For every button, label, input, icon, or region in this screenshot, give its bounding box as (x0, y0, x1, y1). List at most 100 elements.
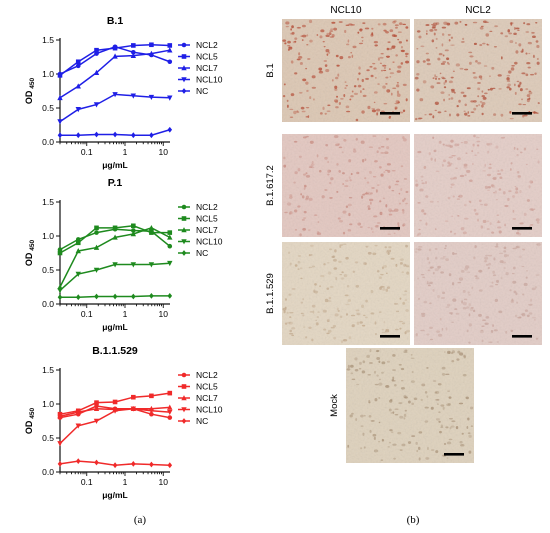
marker-diamond (149, 292, 154, 299)
scale-bar (512, 227, 532, 230)
y-axis-label-sub: 450 (29, 239, 36, 250)
y-tick-label: 0.0 (42, 137, 54, 147)
legend-label: NCL2 (196, 370, 218, 380)
y-tick-label: 1.0 (42, 69, 54, 79)
marker-triangle (112, 234, 118, 240)
marker-square (167, 390, 173, 396)
row-label: B.1.1.529 (265, 273, 276, 314)
marker-triangle-down (75, 423, 81, 429)
row-label: Mock (329, 394, 340, 417)
marker-square (181, 54, 187, 59)
marker-diamond (57, 132, 63, 139)
row-label: B.1 (265, 63, 276, 77)
series-ncl7: NCL7 (57, 47, 218, 101)
marker-triangle-down (112, 408, 118, 414)
marker-triangle (75, 83, 81, 89)
scale-bar (380, 335, 400, 338)
marker-triangle (130, 52, 137, 58)
micrograph-mock-mock (346, 348, 474, 463)
marker-triangle-down (167, 260, 173, 267)
marker-triangle-down (93, 418, 100, 424)
x-tick-label: 0.1 (81, 477, 93, 487)
marker-triangle-down (57, 119, 63, 125)
marker-triangle (167, 47, 173, 53)
series-nc: NC (57, 416, 208, 469)
marker-triangle (181, 65, 187, 71)
legend-label: NC (196, 86, 208, 96)
marker-triangle-down (112, 262, 118, 268)
series-line (59, 262, 170, 291)
marker-circle (149, 411, 154, 417)
chart-title: B.1.1.529 (92, 345, 138, 357)
micrograph-b-1-617-2-ncl2 (414, 134, 542, 237)
marker-triangle (57, 284, 63, 290)
series-ncl10: NCL10 (57, 405, 223, 447)
y-axis-label-main: OD (24, 420, 34, 434)
marker-triangle-down (75, 271, 81, 277)
y-axis-label-main: OD (24, 252, 34, 266)
marker-diamond (94, 459, 99, 466)
marker-circle (167, 59, 173, 65)
marker-triangle-down (181, 77, 187, 83)
chart-0: B.10.00.51.01.50.1 1 10μg/mLOD450NCL2NCL5N… (24, 15, 223, 170)
marker-square (57, 250, 63, 256)
marker-diamond (167, 462, 173, 469)
marker-triangle (112, 53, 118, 59)
legend-label: NCL2 (196, 40, 218, 50)
marker-triangle-down (57, 441, 63, 447)
marker-diamond (131, 132, 136, 139)
marker-diamond (112, 293, 118, 300)
marker-triangle-down (167, 409, 173, 416)
marker-triangle (75, 248, 81, 254)
micrograph-texture (414, 19, 542, 122)
marker-square (181, 384, 187, 389)
marker-square (149, 393, 154, 399)
y-axis-label-sub: 450 (29, 407, 36, 418)
marker-square (167, 230, 173, 235)
micrograph-texture (282, 19, 410, 122)
marker-triangle (181, 227, 187, 233)
marker-square (131, 394, 136, 400)
marker-triangle-down (57, 288, 63, 294)
scale-bar (512, 335, 532, 338)
legend-label: NC (196, 248, 208, 258)
marker-triangle-down (75, 107, 81, 113)
marker-square (94, 400, 99, 405)
marker-square (112, 45, 118, 51)
legend-label: NCL10 (196, 237, 223, 247)
marker-diamond (57, 294, 63, 301)
marker-circle (181, 372, 187, 378)
marker-square (181, 216, 187, 221)
micrograph-b-1-1-529-ncl2 (414, 242, 542, 345)
marker-triangle (93, 69, 100, 75)
marker-diamond (75, 132, 81, 139)
x-tick-label: 0.1 (81, 309, 93, 319)
x-axis-label: μg/mL (102, 160, 128, 170)
marker-circle (131, 228, 136, 233)
series-ncl10: NCL10 (57, 75, 223, 125)
marker-diamond (112, 131, 118, 138)
marker-triangle-down (112, 92, 118, 98)
marker-triangle (75, 409, 81, 415)
marker-circle (131, 49, 136, 55)
series-nc: NC (57, 86, 208, 139)
y-axis-label-main: OD (24, 90, 34, 104)
y-tick-label: 1.5 (42, 197, 54, 207)
marker-triangle (167, 404, 173, 410)
y-tick-label: 1.0 (42, 231, 54, 241)
legend-label: NCL5 (196, 214, 218, 224)
marker-square (112, 399, 118, 405)
micrograph-texture (414, 242, 542, 345)
marker-diamond (94, 131, 99, 138)
marker-triangle (93, 244, 100, 250)
y-tick-label: 0.5 (42, 433, 54, 443)
marker-triangle (57, 94, 63, 101)
marker-square (167, 43, 173, 48)
marker-triangle (167, 234, 173, 240)
marker-diamond (181, 88, 187, 94)
marker-diamond (57, 460, 63, 467)
legend-label: NCL7 (196, 225, 218, 235)
series-ncl5: NCL5 (57, 214, 218, 256)
marker-triangle-down (148, 94, 155, 101)
y-axis-label: OD 450 (24, 407, 36, 434)
